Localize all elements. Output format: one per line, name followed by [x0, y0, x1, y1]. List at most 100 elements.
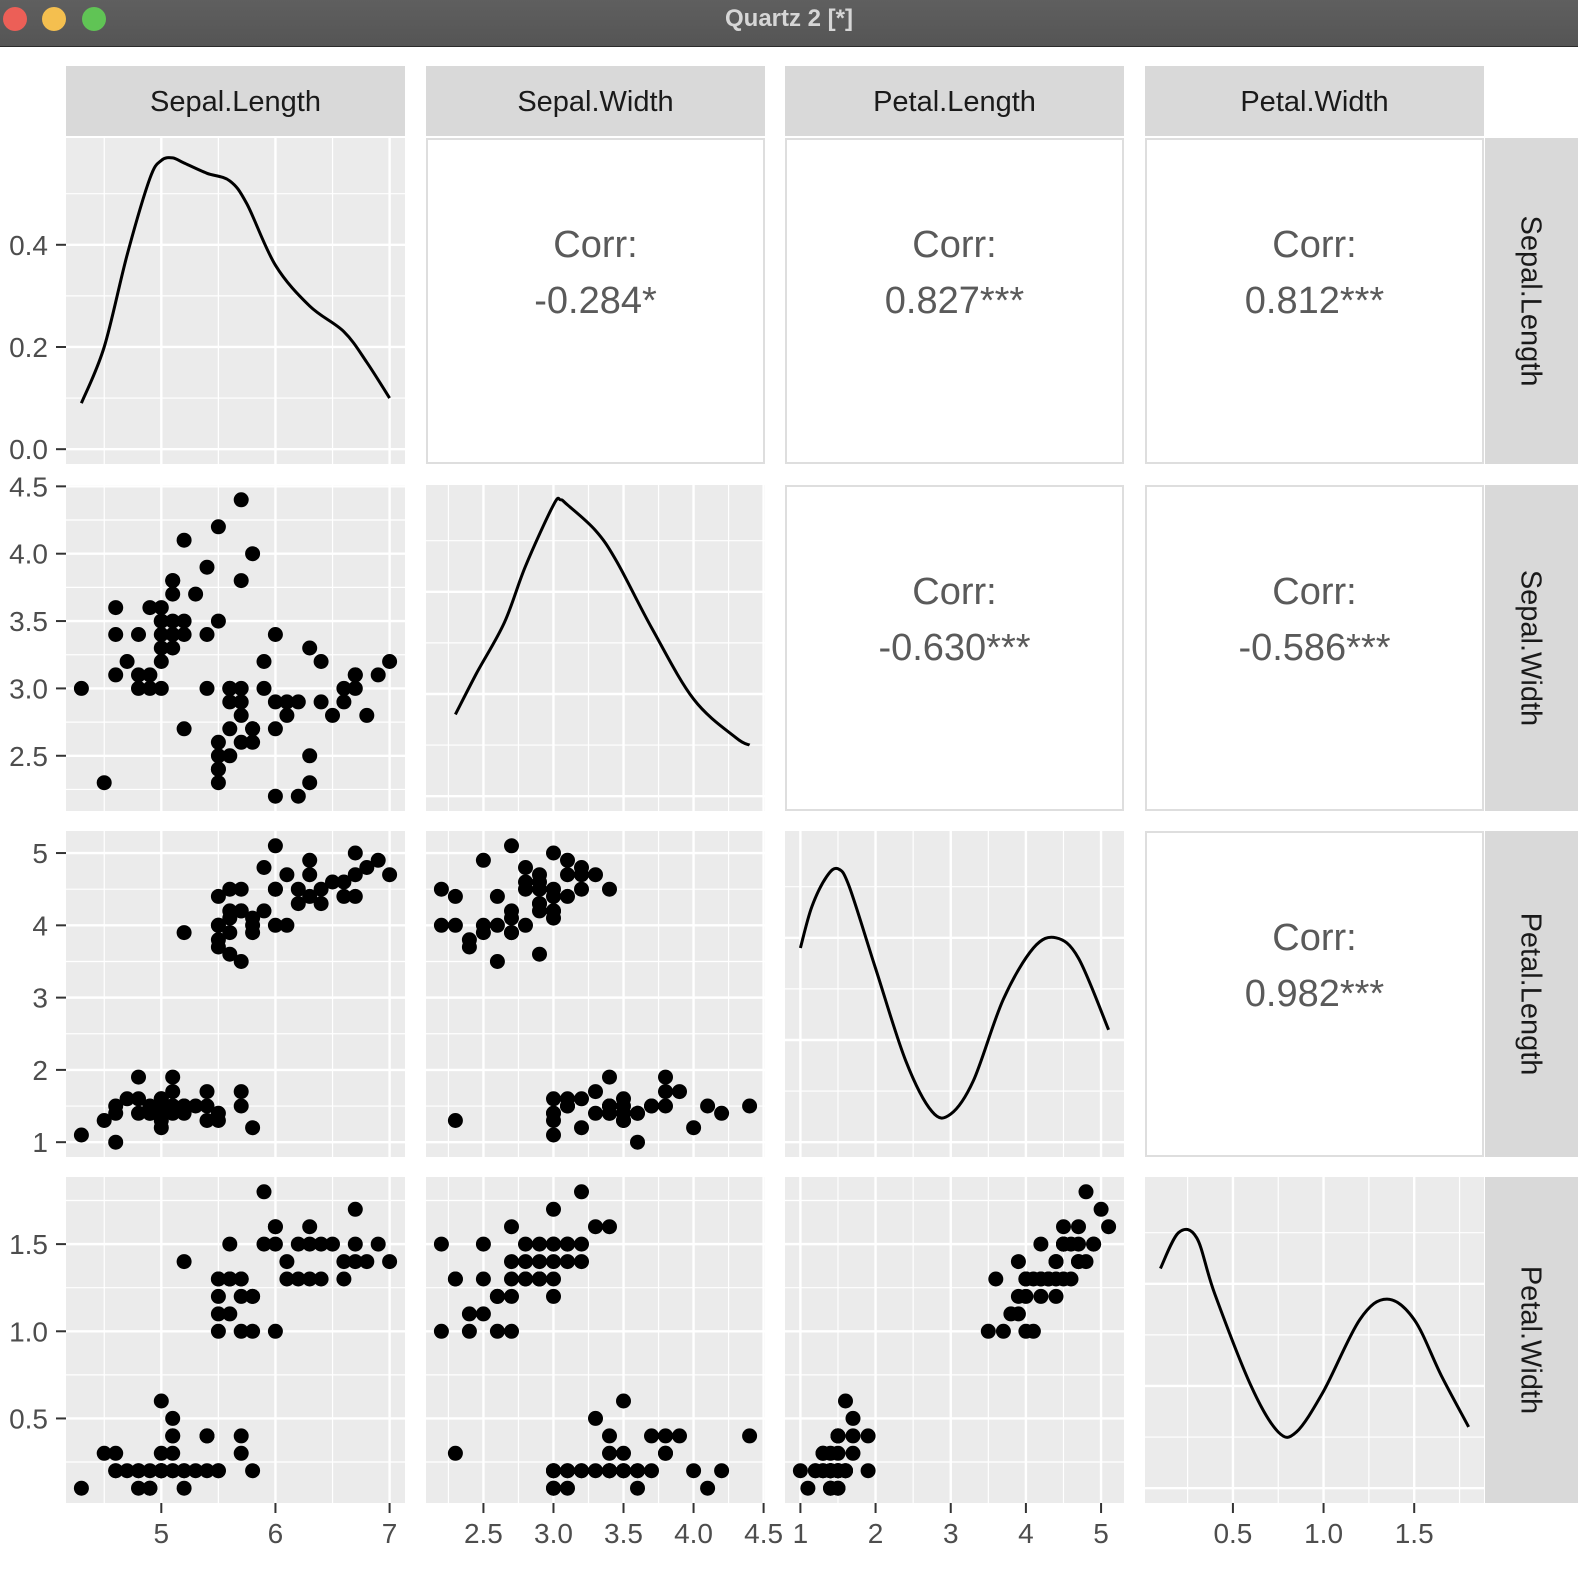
scatter-point — [359, 1254, 375, 1270]
window-zoom-button[interactable] — [82, 7, 106, 31]
scatter-point — [176, 627, 192, 642]
scatter-point — [630, 1480, 645, 1496]
scatter-point — [222, 881, 238, 897]
scatter-point — [588, 1219, 603, 1235]
column-strip-petal-width — [1145, 66, 1484, 136]
scatter-point — [245, 546, 261, 562]
corr-value: -0.630*** — [878, 627, 1030, 669]
row-strip-label-petal-width: Petal.Width — [1515, 1266, 1547, 1414]
corr-label: Corr: — [912, 571, 996, 613]
scatter-point — [210, 917, 226, 933]
column-strip-sepal-length — [66, 66, 405, 136]
scatter-point — [588, 867, 603, 883]
scatter-point — [359, 707, 375, 723]
scatter-point — [518, 874, 533, 890]
y-axis-tick-label: 1.5 — [9, 1229, 48, 1260]
scatter-point — [131, 1105, 146, 1121]
scatter-point — [714, 1105, 730, 1121]
scatter-point — [302, 775, 318, 791]
scatter-point — [176, 1098, 192, 1114]
scatter-point — [290, 1236, 306, 1252]
scatter-point — [210, 519, 226, 535]
scatter-point — [222, 910, 238, 926]
scatter-point — [119, 654, 135, 669]
row-strip-sepal-width — [1485, 485, 1578, 811]
scatter-point — [560, 1236, 575, 1252]
scatter-point — [302, 1219, 318, 1235]
scatter-point — [233, 1323, 249, 1339]
scatter-point — [447, 1271, 463, 1287]
scatter-point — [489, 1288, 505, 1304]
scatter-point — [199, 1463, 215, 1479]
column-strip-label-sepal-length: Sepal.Length — [150, 86, 321, 118]
panel-petal-length-vs-petal-width-corr-box — [1145, 831, 1484, 1157]
scatter-point — [815, 1445, 831, 1461]
scatter-point — [504, 1323, 519, 1339]
scatter-point — [588, 1463, 603, 1479]
scatter-point — [504, 910, 519, 926]
corr-label: Corr: — [1272, 917, 1356, 959]
scatter-point — [518, 1254, 533, 1270]
scatter-point — [347, 1236, 363, 1252]
scatter-point — [672, 1084, 687, 1100]
x-axis-tick-label: 0.5 — [1213, 1518, 1252, 1549]
corr-value: 0.982*** — [1245, 973, 1385, 1015]
y-axis-tick-label: 1 — [32, 1127, 48, 1158]
scatter-point — [1071, 1219, 1086, 1235]
window-minimize-button[interactable] — [42, 7, 66, 31]
scatter-point — [210, 775, 226, 791]
scatter-point — [336, 1254, 352, 1270]
scatter-point — [574, 1236, 589, 1252]
scatter-point — [602, 1463, 617, 1479]
scatter-point — [256, 1184, 272, 1200]
scatter-point — [165, 1098, 181, 1114]
y-axis-tick-label: 0.0 — [9, 434, 48, 465]
x-axis-tick-label: 2 — [868, 1518, 884, 1549]
scatter-point — [233, 734, 249, 750]
scatter-point — [96, 775, 112, 791]
scatter-point — [153, 1091, 169, 1107]
scatter-point — [210, 761, 226, 777]
scatter-point — [210, 748, 226, 764]
scatter-point — [267, 721, 283, 737]
scatter-point — [279, 1271, 295, 1287]
scatter-point — [325, 1236, 340, 1252]
scatter-point — [672, 1428, 687, 1444]
scatter-point — [630, 1134, 645, 1150]
scatter-point — [1018, 1288, 1034, 1304]
scatter-point — [504, 925, 519, 941]
scatter-point — [602, 1069, 617, 1085]
window-titlebar: Quartz 2 [*] — [0, 0, 1578, 47]
scatter-point — [108, 1445, 124, 1461]
scatter-point — [302, 867, 318, 883]
scatter-point — [210, 1271, 226, 1287]
scatter-point — [256, 680, 272, 696]
scatter-point — [433, 917, 449, 933]
scatter-point — [382, 1254, 398, 1270]
scatter-point — [616, 1098, 631, 1114]
scatter-point — [108, 1463, 124, 1479]
scatter-point — [153, 1120, 169, 1136]
scatter-point — [233, 492, 249, 508]
scatter-point — [546, 1271, 561, 1287]
pairs-plot: Sepal.Length Sepal.Width Petal.Length Petal… — [9, 66, 1578, 1549]
window-close-button[interactable] — [3, 7, 27, 31]
scatter-point — [222, 925, 238, 941]
scatter-point — [153, 1463, 169, 1479]
column-strip-label-sepal-width: Sepal.Width — [517, 86, 673, 118]
scatter-point — [199, 627, 215, 642]
scatter-point — [256, 903, 272, 919]
scatter-point — [574, 1184, 589, 1200]
window-title: Quartz 2 [*] — [724, 5, 853, 32]
y-axis-tick-label: 3 — [32, 983, 48, 1014]
scatter-point — [475, 1271, 491, 1287]
scatter-point — [165, 1069, 181, 1085]
panel-petal-length-vs-petal-length-background — [785, 831, 1124, 1157]
scatter-point — [560, 867, 575, 883]
scatter-point — [131, 1480, 146, 1496]
scatter-point — [96, 1445, 112, 1461]
scatter-point — [574, 1463, 589, 1479]
scatter-point — [658, 1445, 673, 1461]
scatter-point — [199, 680, 215, 696]
y-axis-tick-label: 3.0 — [9, 673, 48, 704]
